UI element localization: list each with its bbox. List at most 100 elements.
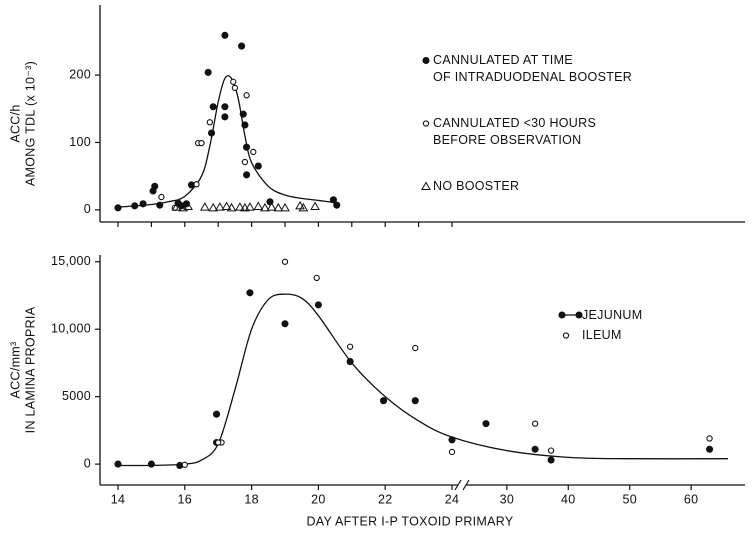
data-point bbox=[221, 31, 229, 39]
data-point bbox=[273, 202, 284, 212]
data-point bbox=[147, 460, 155, 468]
data-point bbox=[547, 456, 555, 464]
x-tick-label: 20 bbox=[311, 492, 326, 506]
legend-label: CANNULATED AT TIME OF INTRADUODENAL BOOS… bbox=[433, 53, 633, 84]
x-tick-label: 40 bbox=[561, 492, 576, 506]
y-axis-label: ACC/h bbox=[8, 104, 22, 142]
data-point bbox=[531, 420, 539, 427]
legend-entry: CANNULATED AT TIME OF INTRADUODENAL BOOS… bbox=[433, 53, 633, 84]
x-tick-label: 30 bbox=[500, 492, 515, 506]
x-tick-label: 16 bbox=[178, 492, 193, 506]
y-axis-label: ACC/mm³ bbox=[8, 342, 22, 399]
data-point bbox=[254, 162, 262, 170]
data-point bbox=[238, 42, 246, 50]
data-point bbox=[329, 196, 337, 204]
x-tick-label: 22 bbox=[378, 492, 393, 506]
data-point bbox=[206, 119, 213, 126]
data-point bbox=[199, 202, 210, 211]
data-point bbox=[207, 129, 216, 137]
data-point bbox=[411, 397, 419, 405]
legend-entry: CANNULATED <30 HOURS BEFORE OBSERVATION bbox=[433, 116, 596, 147]
y-tick-label: 0 bbox=[84, 202, 91, 216]
data-point bbox=[139, 200, 147, 208]
data-point bbox=[706, 445, 714, 453]
x-tick-label: 14 bbox=[111, 492, 126, 506]
x-axis-label: DAY AFTER I-P TOXOID PRIMARY bbox=[306, 514, 513, 528]
data-point bbox=[243, 143, 251, 151]
data-point bbox=[281, 258, 289, 265]
data-point bbox=[204, 68, 212, 76]
y-axis-label: AMONG TDL (x 10⁻³) bbox=[23, 61, 37, 186]
data-point bbox=[158, 193, 165, 201]
axis-break bbox=[462, 479, 470, 491]
data-point bbox=[209, 103, 217, 111]
data-point bbox=[281, 320, 289, 328]
data-point bbox=[448, 448, 456, 456]
data-point bbox=[531, 445, 539, 453]
legend-marker bbox=[575, 311, 583, 319]
data-point bbox=[313, 274, 320, 282]
data-point bbox=[231, 84, 239, 92]
data-point bbox=[221, 201, 232, 210]
legend-marker bbox=[558, 311, 566, 319]
legend-marker bbox=[421, 181, 431, 190]
data-point bbox=[482, 420, 490, 428]
data-point bbox=[131, 202, 139, 210]
legend-label: NO BOOSTER bbox=[433, 179, 520, 193]
data-point bbox=[412, 344, 419, 352]
data-point bbox=[314, 301, 322, 309]
legend-entry: ILEUM bbox=[582, 328, 621, 342]
data-point bbox=[235, 202, 245, 211]
data-point bbox=[547, 447, 555, 454]
data-point bbox=[215, 202, 225, 211]
legend-marker bbox=[562, 332, 570, 339]
data-point bbox=[181, 461, 188, 468]
data-point bbox=[215, 439, 222, 446]
data-point bbox=[193, 181, 200, 188]
y-tick-label: 5000 bbox=[62, 389, 91, 403]
data-point bbox=[171, 202, 182, 211]
data-point bbox=[310, 201, 320, 210]
data-point bbox=[333, 201, 341, 209]
data-point bbox=[706, 435, 713, 442]
y-axis-label: IN LAMINA PROPRIA bbox=[23, 306, 37, 433]
data-point bbox=[266, 202, 277, 211]
data-point bbox=[151, 182, 159, 190]
y-tick-label: 10,000 bbox=[51, 321, 91, 335]
data-point bbox=[208, 202, 219, 212]
x-tick-label: 60 bbox=[684, 492, 699, 506]
fit-curve bbox=[117, 293, 729, 467]
data-point bbox=[346, 358, 354, 366]
data-point bbox=[250, 148, 257, 156]
data-point bbox=[245, 202, 255, 211]
data-point bbox=[226, 202, 237, 212]
data-point bbox=[221, 103, 229, 111]
data-point bbox=[280, 202, 290, 212]
data-point bbox=[346, 343, 354, 350]
x-tick-label: 50 bbox=[622, 492, 637, 506]
data-point bbox=[241, 158, 249, 166]
data-point bbox=[243, 171, 251, 179]
data-point bbox=[246, 289, 254, 297]
data-point bbox=[241, 121, 249, 129]
legend-marker bbox=[422, 120, 430, 127]
legend-entry: NO BOOSTER bbox=[433, 179, 520, 193]
data-point bbox=[183, 201, 194, 210]
data-point bbox=[221, 113, 229, 121]
axis-break bbox=[454, 479, 462, 491]
data-point bbox=[243, 92, 250, 99]
legend-label: JEJUNUM bbox=[582, 308, 643, 322]
data-point bbox=[212, 410, 221, 418]
fit-curve bbox=[117, 75, 339, 208]
data-point bbox=[260, 202, 270, 212]
data-point bbox=[239, 110, 247, 118]
data-point bbox=[198, 140, 205, 147]
data-point bbox=[114, 204, 122, 212]
y-tick-label: 15,000 bbox=[51, 254, 91, 268]
x-tick-label: 18 bbox=[244, 492, 259, 506]
data-point bbox=[156, 201, 164, 209]
legend-entry: JEJUNUM bbox=[582, 308, 643, 322]
x-tick-label: 24 bbox=[445, 492, 460, 506]
